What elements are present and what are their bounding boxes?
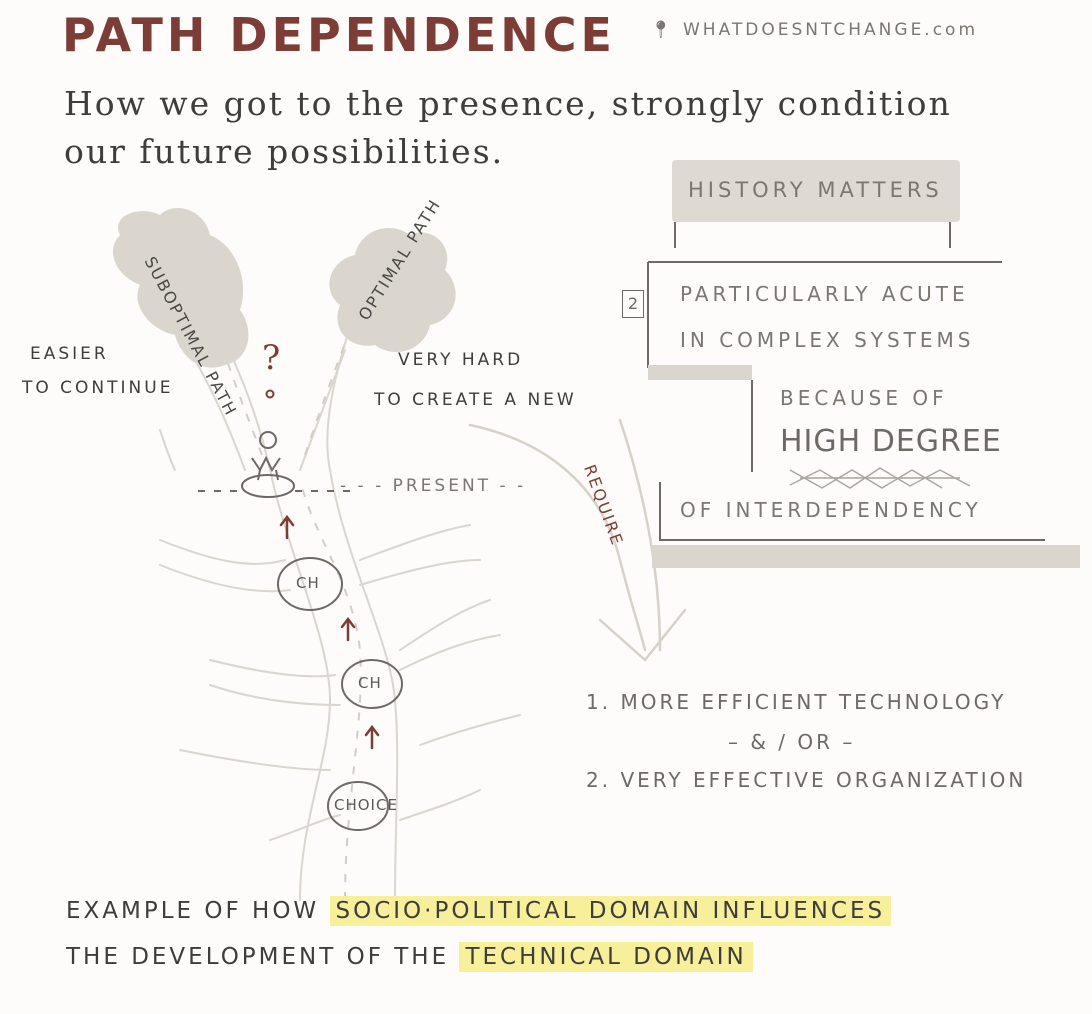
up-arrow-icon (364, 724, 380, 750)
footer-line-1: EXAMPLE OF HOW SOCIO·POLITICAL DOMAIN IN… (66, 896, 892, 926)
history-line-5: OF INTERDEPENDENCY (680, 498, 982, 522)
up-arrow-icon (340, 616, 356, 642)
history-line-1: PARTICULARLY ACUTE (680, 282, 969, 306)
requirement-item-2: 2. VERY EFFECTIVE ORGANIZATION (586, 768, 1027, 792)
history-box-frame (647, 222, 1045, 541)
number-badge: 2 (622, 290, 644, 318)
page-title: PATH DEPENDENCE (62, 8, 616, 62)
pin-icon: 📍︎ (650, 20, 675, 40)
history-band-bottom (652, 545, 1080, 568)
history-band-mid (648, 365, 752, 380)
require-arrows (468, 418, 687, 662)
footer-line-2-prefix: THE DEVELOPMENT OF THE (66, 944, 450, 970)
site-url-text: WHATDOESNTCHANGE.com (683, 20, 979, 40)
easier-label-2: TO CONTINUE (22, 378, 174, 398)
history-box-title: HISTORY MATTERS (688, 178, 943, 202)
requirement-item-1: 1. MORE EFFICIENT TECHNOLOGY (586, 690, 1007, 714)
choice-node-label: CH (296, 574, 320, 592)
site-url[interactable]: 📍︎ WHATDOESNTCHANGE.com (650, 20, 978, 40)
history-line-3: BECAUSE OF (780, 386, 948, 410)
footer-highlight-technical: TECHNICAL DOMAIN (459, 942, 753, 972)
history-line-2: IN COMPLEX SYSTEMS (680, 328, 975, 352)
interdependency-scribble (789, 467, 971, 489)
choice-node-circle (277, 557, 343, 611)
easier-label-1: EASIER (30, 344, 109, 364)
choice-node-circle (341, 659, 403, 709)
person-icon (241, 431, 295, 498)
choice-node-circle (327, 781, 389, 831)
subtitle: How we got to the presence, strongly con… (64, 84, 952, 171)
question-dot (265, 389, 275, 399)
footer-highlight-socio-political: SOCIO·POLITICAL DOMAIN INFLUENCES (329, 896, 892, 926)
footer-line-1-prefix: EXAMPLE OF HOW (66, 898, 320, 924)
requirement-separator: – & / OR – (728, 730, 856, 754)
path-branches (159, 299, 521, 901)
footer-line-2: THE DEVELOPMENT OF THE TECHNICAL DOMAIN (66, 942, 753, 972)
very-hard-label-1: VERY HARD (398, 350, 524, 370)
choice-node-label: CH (358, 674, 382, 692)
present-label: - - - PRESENT - - (340, 476, 527, 496)
choice-node-label: CHOICE (334, 796, 398, 814)
require-arrow-icon (468, 423, 647, 652)
suboptimal-cloud (112, 207, 249, 368)
very-hard-label-2: TO CREATE A NEW (374, 390, 577, 410)
up-arrows (279, 514, 380, 750)
history-line-4: HIGH DEGREE (780, 424, 1002, 459)
question-mark: ? (262, 338, 281, 378)
choice-circles (277, 557, 403, 831)
history-title-band (672, 160, 960, 222)
up-arrow-icon (279, 514, 295, 540)
optimal-cloud (329, 227, 456, 353)
